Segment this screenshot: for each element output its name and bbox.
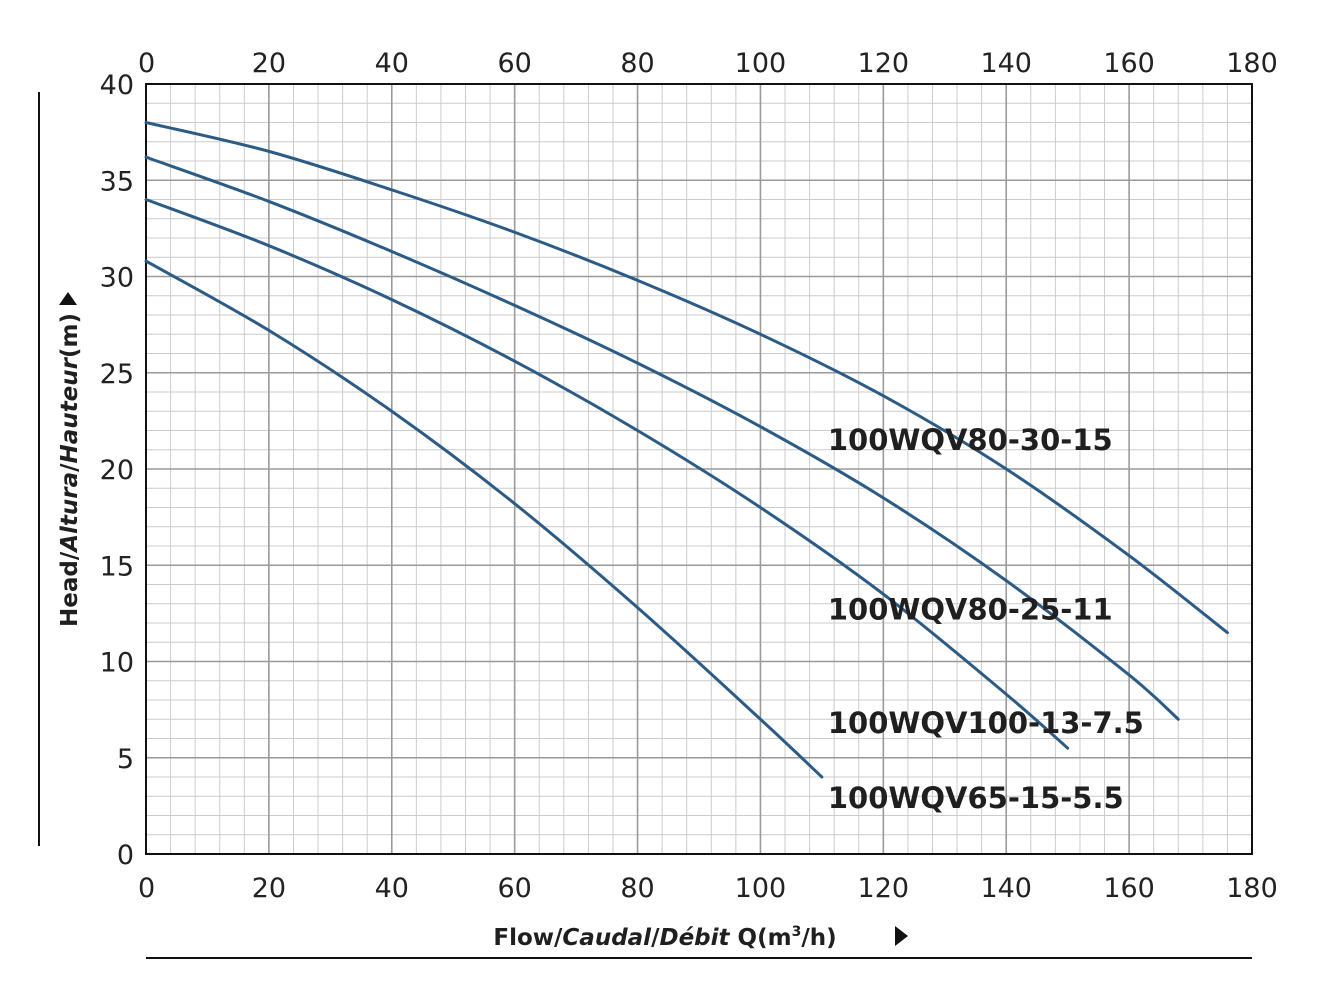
series-line-100wqv65-15-5-5 (144, 259, 824, 779)
x-tick-label-top: 140 (980, 48, 1032, 79)
y-tick-label: 35 (100, 166, 134, 197)
x-tick-label-top: 160 (1103, 48, 1155, 79)
x-tick-label-top: 180 (1226, 48, 1278, 79)
x-axis-title: Flow/Caudal/Débit Q(m3/h) (493, 924, 836, 951)
x-axis-arrow-marker (895, 926, 908, 946)
y-tick-label: 20 (100, 455, 134, 486)
curve-labels: 100WQV80-30-15 100WQV80-25-11 100WQV100-13… (828, 423, 1144, 815)
x-tick-label-bottom: 180 (1226, 873, 1278, 904)
y-tick-label: 40 (100, 70, 134, 101)
x-axis-title-sup: 3 (792, 924, 802, 940)
series-line-100wqv100-13-7-5 (144, 198, 1070, 750)
y-axis-title-prefix: Head/ (57, 551, 83, 627)
x-tick-label-bottom: 40 (375, 873, 409, 904)
y-axis-title-altura: Altura (57, 472, 83, 554)
y-tick-label: 15 (100, 551, 134, 582)
y-axis-title-suffix: (m) (57, 313, 83, 358)
x-axis-title-suffix: Q(m (730, 925, 792, 951)
y-tick-label: 10 (100, 648, 134, 679)
y-axis-title-sep: / (57, 463, 83, 472)
x-tick-label-top: 120 (858, 48, 910, 79)
y-axis-title-group: Head/Altura/Hauteur(m) (57, 313, 83, 627)
y-tick-labels: 0 5 10 15 20 25 30 35 40 (100, 70, 134, 871)
x-tick-label-bottom: 140 (980, 873, 1032, 904)
y-tick-label: 30 (100, 263, 134, 294)
x-axis-title-caudal: Caudal (562, 925, 652, 951)
curve-label-100wqv80-30-15: 100WQV80-30-15 (828, 423, 1113, 457)
plot-frame (145, 83, 1253, 855)
x-tick-label-bottom: 160 (1103, 873, 1155, 904)
x-tick-label-top: 100 (735, 48, 787, 79)
x-axis-title-end: /h) (801, 925, 836, 951)
series-line-100wqv80-25-11 (144, 155, 1180, 721)
x-tick-labels-top: 0 20 40 60 80 100 120 140 160 180 (138, 48, 1278, 79)
x-tick-label-top: 0 (138, 48, 155, 79)
x-tick-label-bottom: 60 (497, 873, 531, 904)
x-tick-label-bottom: 0 (138, 873, 155, 904)
x-tick-label-bottom: 80 (620, 873, 654, 904)
x-tick-labels-bottom: 0 20 40 60 80 100 120 140 160 180 (138, 873, 1278, 904)
x-tick-label-top: 40 (375, 48, 409, 79)
curve-label-100wqv100-13-7-5: 100WQV100-13-7.5 (828, 706, 1144, 740)
x-tick-label-bottom: 100 (735, 873, 787, 904)
x-tick-label-top: 20 (252, 48, 286, 79)
x-axis-title-prefix: Flow/ (493, 925, 563, 951)
series-lines (144, 121, 1229, 779)
x-tick-label-top: 80 (620, 48, 654, 79)
y-tick-label: 5 (117, 744, 134, 775)
y-tick-label: 0 (117, 840, 134, 871)
x-tick-label-top: 60 (497, 48, 531, 79)
y-axis-arrow-marker (59, 292, 77, 305)
x-axis-title-debit: Débit (659, 925, 730, 951)
curve-label-100wqv80-25-11: 100WQV80-25-11 (828, 593, 1113, 627)
series-line-100wqv80-30-15 (144, 121, 1229, 635)
x-tick-label-bottom: 120 (858, 873, 910, 904)
y-axis-title-hauteur: Hauteur (57, 356, 83, 463)
x-axis-title-sep: / (651, 925, 660, 951)
curve-label-100wqv65-15-5-5: 100WQV65-15-5.5 (828, 781, 1124, 815)
y-tick-label: 25 (100, 359, 134, 390)
y-axis-title: Head/Altura/Hauteur(m) (57, 313, 83, 627)
x-tick-label-bottom: 20 (252, 873, 286, 904)
